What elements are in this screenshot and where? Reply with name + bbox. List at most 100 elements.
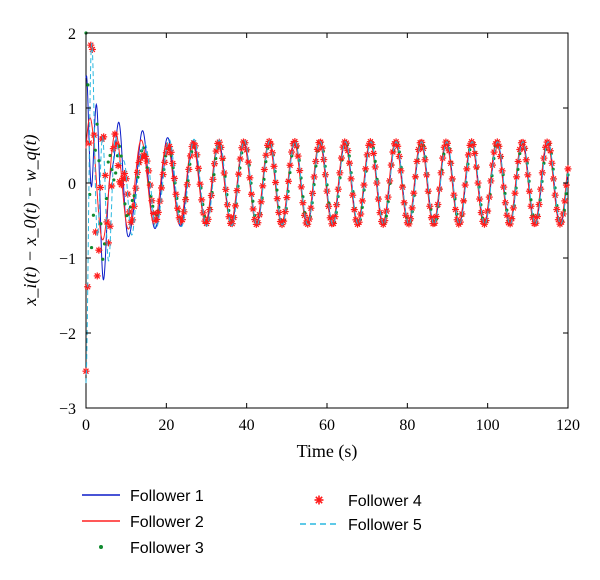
- x-tick-label: 0: [82, 417, 90, 434]
- asterisk-stroke: [394, 143, 401, 150]
- series-dot: [114, 171, 118, 175]
- asterisk-stroke: [283, 194, 290, 201]
- asterisk-stroke: [197, 181, 203, 188]
- series-layer: [82, 31, 572, 384]
- series-asterisk: [156, 197, 164, 205]
- asterisk-stroke: [134, 169, 141, 176]
- series-asterisk: [564, 165, 572, 173]
- asterisk-stroke: [142, 153, 149, 160]
- series-asterisk: [95, 246, 103, 254]
- asterisk-stroke: [369, 141, 375, 148]
- legend-item: Follower 5: [300, 517, 422, 534]
- asterisk-stroke: [115, 162, 122, 169]
- ticks-layer: 0 20 40 60 80 100 120 −3 −2 −1 0 1 2: [59, 26, 580, 434]
- series-asterisk: [345, 159, 353, 167]
- asterisk-stroke: [471, 150, 478, 157]
- asterisk-stroke: [370, 150, 377, 157]
- legend-swatch: [99, 545, 103, 549]
- x-tick-label: 60: [319, 417, 335, 434]
- asterisk-stroke: [195, 165, 202, 172]
- asterisk-stroke: [431, 220, 438, 227]
- series-asterisk: [93, 272, 101, 280]
- series-asterisk: [280, 217, 288, 225]
- asterisk-stroke: [113, 141, 120, 148]
- asterisk-stroke: [155, 209, 162, 216]
- series-asterisk: [167, 148, 175, 156]
- series-asterisk: [318, 144, 326, 152]
- asterisk-stroke: [271, 163, 277, 170]
- asterisk-stroke: [547, 147, 554, 154]
- series-asterisk: [108, 182, 116, 190]
- series-asterisk: [533, 212, 541, 220]
- asterisk-stroke: [263, 152, 269, 159]
- series-asterisk: [511, 189, 519, 197]
- asterisk-stroke: [565, 165, 571, 172]
- asterisk-stroke: [112, 131, 118, 137]
- series-asterisk: [410, 189, 418, 197]
- asterisk-stroke: [470, 141, 477, 148]
- asterisk-stroke: [206, 206, 213, 213]
- series-asterisk: [362, 165, 370, 173]
- series-asterisk: [358, 197, 366, 205]
- asterisk-stroke: [118, 181, 125, 188]
- series-asterisk: [180, 208, 188, 216]
- series-dot: [130, 198, 134, 203]
- series-asterisk: [145, 167, 153, 175]
- asterisk-stroke: [246, 174, 253, 181]
- asterisk-stroke: [102, 172, 109, 179]
- y-axis-title: x_i(t) − x_0(t) − w_q(t): [20, 134, 41, 306]
- asterisk-stroke: [110, 145, 117, 152]
- series-dot: [518, 151, 522, 156]
- series-asterisk: [125, 208, 133, 216]
- series-dot: [529, 198, 533, 202]
- asterisk-stroke: [173, 191, 179, 198]
- series-asterisk: [111, 130, 119, 138]
- y-axis-title-text: x_i(t) − x_0(t) − w_q(t): [20, 134, 41, 306]
- series-asterisk: [204, 215, 212, 223]
- asterisk-stroke: [280, 218, 287, 224]
- asterisk-stroke: [237, 156, 244, 162]
- asterisk-stroke: [100, 133, 107, 140]
- asterisk-stroke: [229, 220, 236, 227]
- asterisk-stroke: [422, 156, 428, 163]
- asterisk-stroke: [351, 206, 358, 213]
- series-dot: [212, 173, 216, 177]
- series-asterisk: [194, 164, 202, 172]
- asterisk-stroke: [406, 221, 412, 227]
- legend-label: Follower 2: [130, 514, 204, 531]
- asterisk-stroke: [534, 213, 541, 220]
- series-dot: [99, 222, 103, 226]
- series-dot: [288, 170, 292, 175]
- series-asterisk: [114, 162, 122, 170]
- asterisk-stroke: [91, 132, 97, 139]
- series-asterisk: [561, 197, 569, 205]
- asterisk-stroke: [561, 197, 568, 204]
- asterisk-stroke: [389, 149, 396, 155]
- y-tick-label: 2: [68, 26, 76, 43]
- asterisk-stroke: [319, 145, 326, 152]
- asterisk-stroke: [174, 205, 181, 212]
- asterisk-stroke: [330, 220, 337, 227]
- series-asterisk: [281, 208, 289, 216]
- asterisk-stroke: [295, 153, 301, 159]
- series-asterisk: [368, 141, 376, 149]
- asterisk-stroke: [126, 208, 133, 215]
- asterisk-stroke: [205, 216, 212, 223]
- asterisk-stroke: [524, 171, 531, 178]
- asterisk-stroke: [166, 143, 173, 150]
- series-asterisk: [154, 208, 162, 216]
- asterisk-stroke: [563, 182, 570, 188]
- legend-item: Follower 3: [99, 540, 204, 557]
- series-asterisk: [143, 157, 151, 165]
- asterisk-stroke: [362, 165, 369, 172]
- asterisk-stroke: [512, 190, 518, 197]
- series-dot: [91, 213, 96, 217]
- asterisk-stroke: [192, 142, 199, 149]
- asterisk-stroke: [274, 195, 281, 202]
- asterisk-stroke: [346, 160, 353, 167]
- series-dot: [214, 156, 218, 161]
- series-dot: [301, 195, 305, 199]
- series-asterisk: [121, 169, 129, 177]
- asterisk-stroke: [213, 148, 220, 154]
- asterisk-stroke: [107, 223, 113, 230]
